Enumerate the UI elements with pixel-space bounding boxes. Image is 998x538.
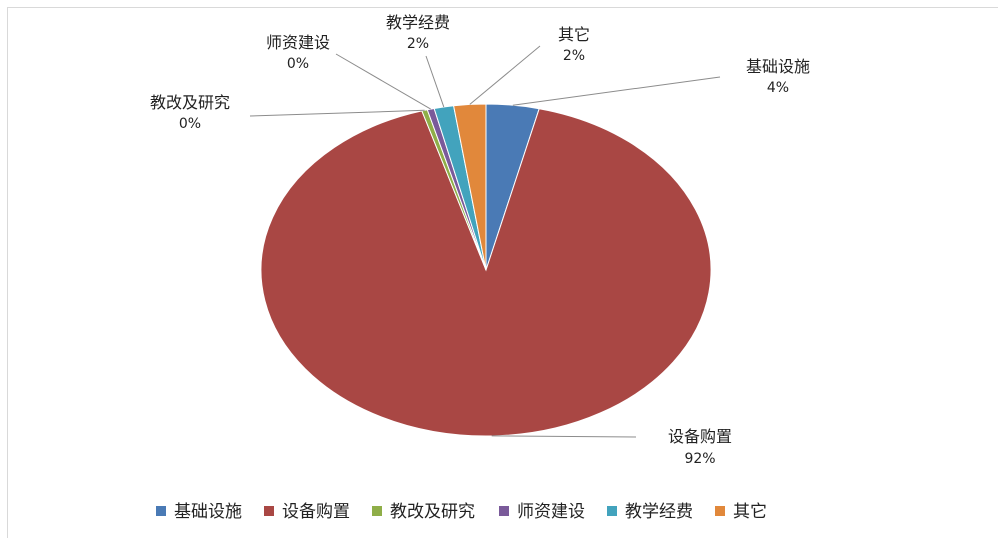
data-label-percent-1: 4% bbox=[767, 80, 789, 96]
leader-line-5 bbox=[425, 55, 445, 108]
leader-line-6 bbox=[469, 45, 541, 105]
legend-label-3: 教改及研究 bbox=[390, 502, 475, 522]
legend-label-5: 教学经费 bbox=[625, 502, 693, 522]
leader-line-3 bbox=[249, 109, 425, 117]
pie-slice-6 bbox=[453, 103, 487, 271]
legend-label-1: 基础设施 bbox=[174, 502, 242, 522]
legend-swatch-2 bbox=[264, 506, 274, 516]
data-label-percent-6: 2% bbox=[563, 48, 585, 64]
legend-swatch-1 bbox=[156, 506, 166, 516]
data-label-percent-3: 0% bbox=[179, 116, 201, 132]
legend-swatch-3 bbox=[372, 506, 382, 516]
data-label-name-6: 其它 bbox=[558, 25, 590, 44]
legend-swatch-4 bbox=[499, 506, 509, 516]
legend-label-6: 其它 bbox=[733, 502, 767, 522]
data-label-name-1: 基础设施 bbox=[746, 57, 810, 76]
leader-line-1 bbox=[512, 76, 721, 106]
data-label-name-2: 设备购置 bbox=[668, 427, 732, 446]
data-label-percent-2: 92% bbox=[684, 451, 715, 467]
legend-label-4: 师资建设 bbox=[517, 502, 585, 522]
legend-label-2: 设备购置 bbox=[282, 502, 350, 522]
legend-swatch-6 bbox=[715, 506, 725, 516]
data-label-name-3: 教改及研究 bbox=[150, 93, 230, 112]
data-label-name-4: 师资建设 bbox=[266, 33, 330, 52]
pie-slice-2 bbox=[260, 108, 712, 437]
data-label-percent-4: 0% bbox=[287, 56, 309, 72]
leader-line-2 bbox=[491, 435, 637, 438]
legend-swatch-5 bbox=[607, 506, 617, 516]
leader-line-4 bbox=[335, 53, 431, 110]
data-label-percent-5: 2% bbox=[407, 36, 429, 52]
data-label-name-5: 教学经费 bbox=[386, 13, 450, 32]
